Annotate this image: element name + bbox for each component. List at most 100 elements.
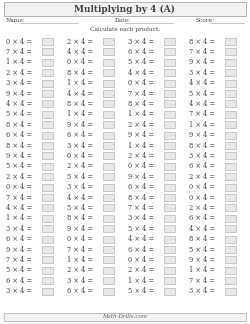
Text: 4 × 4 =: 4 × 4 = — [6, 100, 32, 108]
Text: 2 × 4 =: 2 × 4 = — [189, 173, 215, 181]
Bar — [164, 267, 175, 274]
Bar — [103, 38, 114, 45]
Bar — [225, 267, 236, 274]
Text: 1 × 4 =: 1 × 4 = — [128, 277, 154, 285]
Bar — [42, 90, 53, 97]
Text: 7 × 4 =: 7 × 4 = — [128, 89, 154, 98]
Text: 0 × 4 =: 0 × 4 = — [6, 38, 32, 45]
Bar — [225, 90, 236, 97]
Bar — [164, 69, 175, 76]
Bar — [42, 100, 53, 107]
Bar — [225, 38, 236, 45]
Bar — [164, 256, 175, 263]
Bar — [42, 173, 53, 180]
Bar — [164, 90, 175, 97]
Text: 4 × 4 =: 4 × 4 = — [128, 235, 154, 243]
Text: 0 × 4 =: 0 × 4 = — [189, 193, 215, 202]
Text: 4 × 4 =: 4 × 4 = — [67, 89, 93, 98]
Text: 0 × 4 =: 0 × 4 = — [128, 256, 154, 264]
Text: 6 × 4 =: 6 × 4 = — [6, 131, 32, 139]
Text: 1 × 4 =: 1 × 4 = — [6, 214, 32, 222]
Bar — [225, 111, 236, 118]
Bar — [164, 152, 175, 159]
Bar — [225, 132, 236, 139]
Text: 6 × 4 =: 6 × 4 = — [128, 183, 154, 191]
Text: 6 × 4 =: 6 × 4 = — [128, 48, 154, 56]
Bar — [103, 267, 114, 274]
Bar — [103, 236, 114, 243]
Text: 3 × 4 =: 3 × 4 = — [189, 69, 215, 77]
Text: 9 × 4 =: 9 × 4 = — [6, 246, 32, 253]
Bar — [103, 69, 114, 76]
Text: 2 × 4 =: 2 × 4 = — [67, 266, 93, 274]
Bar — [164, 111, 175, 118]
Text: 5 × 4 =: 5 × 4 = — [128, 225, 154, 233]
Bar — [103, 152, 114, 159]
Bar — [164, 80, 175, 87]
Text: Date:: Date: — [115, 18, 131, 24]
Text: 8 × 4 =: 8 × 4 = — [67, 100, 93, 108]
Text: 9 × 4 =: 9 × 4 = — [128, 131, 154, 139]
Text: Calculate each product.: Calculate each product. — [90, 27, 160, 31]
Text: 5 × 4 =: 5 × 4 = — [189, 89, 215, 98]
Text: 2 × 4 =: 2 × 4 = — [67, 38, 93, 45]
Bar — [225, 163, 236, 170]
Bar — [164, 288, 175, 295]
Text: Score:: Score: — [195, 18, 214, 24]
Bar — [42, 236, 53, 243]
Bar — [42, 69, 53, 76]
Text: 0 × 4 =: 0 × 4 = — [67, 58, 93, 66]
Text: 3 × 4 =: 3 × 4 = — [189, 152, 215, 160]
Bar — [4, 2, 246, 16]
Bar — [42, 267, 53, 274]
Text: 1 × 4 =: 1 × 4 = — [67, 256, 93, 264]
Bar — [42, 256, 53, 263]
Bar — [103, 121, 114, 128]
Text: 9 × 4 =: 9 × 4 = — [67, 121, 93, 129]
Bar — [164, 184, 175, 191]
Text: 2 × 4 =: 2 × 4 = — [128, 152, 154, 160]
Bar — [225, 194, 236, 201]
Text: 5 × 4 =: 5 × 4 = — [67, 173, 93, 181]
Text: 9 × 4 =: 9 × 4 = — [6, 89, 32, 98]
Text: 0 × 4 =: 0 × 4 = — [128, 162, 154, 170]
Bar — [164, 194, 175, 201]
Bar — [103, 132, 114, 139]
Bar — [103, 246, 114, 253]
Text: 6 × 4 =: 6 × 4 = — [189, 214, 215, 222]
Text: 2 × 4 =: 2 × 4 = — [128, 266, 154, 274]
Text: Name:: Name: — [6, 18, 26, 24]
Bar — [103, 90, 114, 97]
Text: 1 × 4 =: 1 × 4 = — [189, 121, 215, 129]
Bar — [225, 288, 236, 295]
Bar — [225, 225, 236, 232]
Bar — [225, 204, 236, 211]
Bar — [225, 48, 236, 55]
Bar — [225, 236, 236, 243]
Bar — [42, 288, 53, 295]
Text: 4 × 4 =: 4 × 4 = — [67, 193, 93, 202]
Bar — [103, 184, 114, 191]
Text: 7 × 4 =: 7 × 4 = — [189, 48, 215, 56]
Text: 5 × 4 =: 5 × 4 = — [67, 204, 93, 212]
Bar — [42, 194, 53, 201]
Bar — [103, 100, 114, 107]
Text: 2 × 4 =: 2 × 4 = — [189, 204, 215, 212]
Text: 7 × 4 =: 7 × 4 = — [128, 204, 154, 212]
Text: 1 × 4 =: 1 × 4 = — [189, 266, 215, 274]
Bar — [164, 215, 175, 222]
Bar — [164, 48, 175, 55]
Text: 0 × 4 =: 0 × 4 = — [67, 152, 93, 160]
Text: 3 × 4 =: 3 × 4 = — [6, 79, 32, 87]
Text: 7 × 4 =: 7 × 4 = — [6, 193, 32, 202]
Text: 1 × 4 =: 1 × 4 = — [67, 79, 93, 87]
Text: 9 × 4 =: 9 × 4 = — [189, 58, 215, 66]
Text: 8 × 4 =: 8 × 4 = — [189, 38, 215, 45]
Text: 6 × 4 =: 6 × 4 = — [128, 246, 154, 253]
Text: 0 × 4 =: 0 × 4 = — [128, 79, 154, 87]
Bar — [225, 152, 236, 159]
Text: 8 × 4 =: 8 × 4 = — [67, 69, 93, 77]
Bar — [42, 132, 53, 139]
Text: 4 × 4 =: 4 × 4 = — [189, 100, 215, 108]
Text: 3 × 4 =: 3 × 4 = — [6, 225, 32, 233]
